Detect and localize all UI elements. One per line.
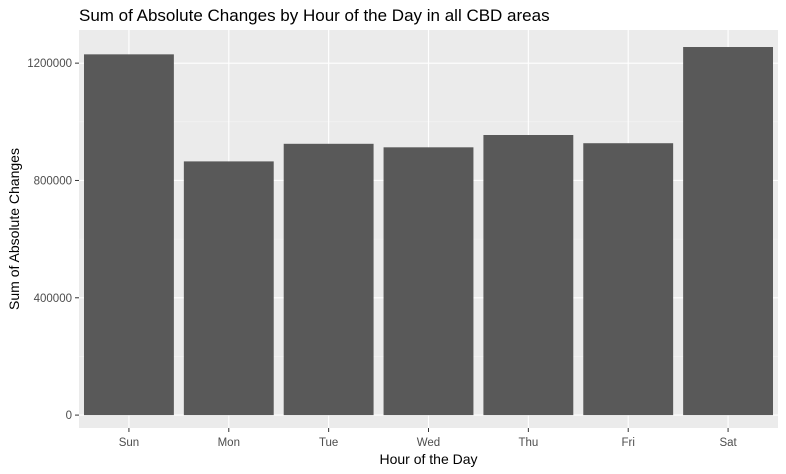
- x-tick-label: Wed: [417, 437, 440, 449]
- bar-wed: [383, 147, 474, 416]
- bar-tue: [283, 143, 374, 416]
- x-axis: Sun Mon Tue Wed Thu Fri Sat: [119, 428, 738, 449]
- bar-mon: [183, 161, 274, 416]
- y-tick-label: 1200000: [27, 58, 72, 70]
- x-axis-title: Hour of the Day: [379, 451, 477, 467]
- y-tick-label: 400000: [34, 293, 72, 305]
- x-tick-label: Sun: [119, 437, 139, 449]
- x-tick-label: Mon: [218, 437, 240, 449]
- y-axis: 0 400000 800000 1200000: [27, 58, 79, 422]
- x-tick-label: Tue: [319, 437, 338, 449]
- bar-thu: [483, 134, 574, 416]
- bars: [83, 47, 774, 416]
- bar-sun: [83, 54, 174, 416]
- x-tick-label: Thu: [518, 437, 538, 449]
- y-tick-label: 800000: [34, 175, 72, 187]
- bar-sat: [683, 47, 774, 416]
- chart-title: Sum of Absolute Changes by Hour of the D…: [79, 6, 550, 25]
- y-tick-label: 0: [66, 410, 72, 422]
- y-axis-title: Sum of Absolute Changes: [6, 148, 22, 310]
- x-tick-label: Sat: [719, 437, 737, 449]
- bar-fri: [583, 143, 674, 416]
- x-tick-label: Fri: [622, 437, 635, 449]
